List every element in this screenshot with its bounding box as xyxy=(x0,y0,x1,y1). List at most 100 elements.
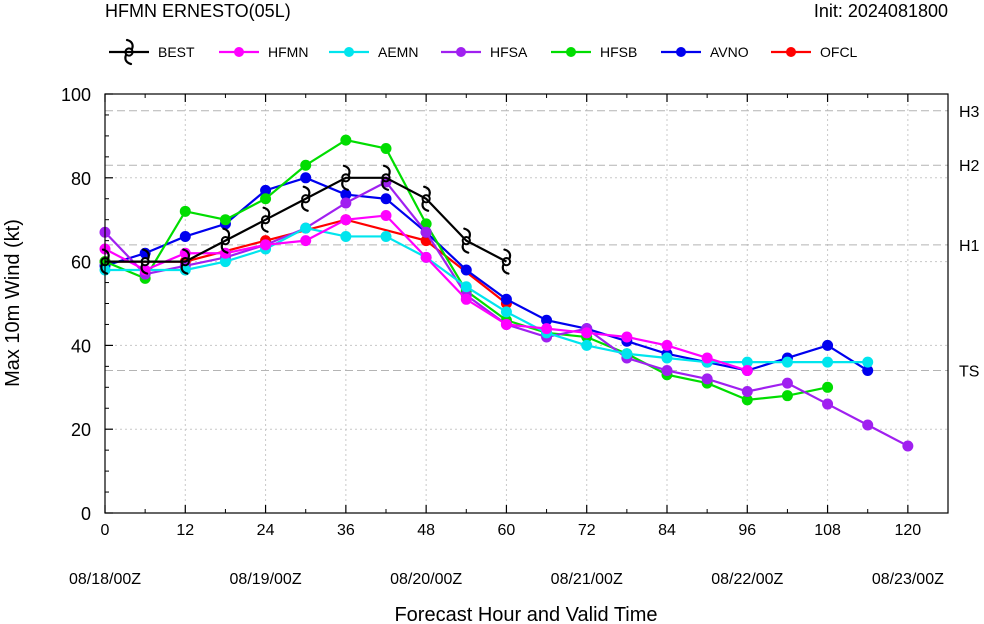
data-point-hfsa xyxy=(862,419,874,431)
best-track-marker xyxy=(260,206,271,233)
legend-label: HFSB xyxy=(600,44,637,60)
data-point-aemn xyxy=(621,348,633,360)
legend-marker xyxy=(566,47,576,57)
legend-marker xyxy=(786,47,796,57)
legend-item-hfsa: HFSA xyxy=(441,44,528,60)
data-point-hfmn xyxy=(420,251,432,263)
data-point-avno xyxy=(460,264,472,276)
data-point-hfmn xyxy=(380,210,392,222)
best-track-marker xyxy=(501,248,512,275)
x-tick-label: 12 xyxy=(176,522,194,539)
grid xyxy=(105,94,948,513)
data-point-aemn xyxy=(380,230,392,242)
y-tick-label: 60 xyxy=(71,253,91,273)
threshold-label-h1: H1 xyxy=(959,238,980,255)
title-left: HFMN ERNESTO(05L) xyxy=(105,1,291,21)
data-point-hfmn xyxy=(741,365,753,377)
x-tick-label: 24 xyxy=(257,522,275,539)
date-tick-label: 08/21/00Z xyxy=(551,571,623,588)
data-point-hfsa xyxy=(902,440,914,452)
y-tick-label: 40 xyxy=(71,336,91,356)
legend-item-hfmn: HFMN xyxy=(219,44,308,60)
data-point-aemn xyxy=(781,356,793,368)
legend-item-best: BEST xyxy=(109,38,195,66)
data-point-hfsa xyxy=(741,385,753,397)
legend-label: HFMN xyxy=(268,44,308,60)
legend-label: AEMN xyxy=(378,44,418,60)
data-point-hfsa xyxy=(340,197,352,209)
data-point-aemn xyxy=(822,356,834,368)
x-tick-label: 72 xyxy=(578,522,596,539)
y-tick-label: 100 xyxy=(61,85,91,105)
plot-frame xyxy=(104,93,949,514)
legend-marker xyxy=(676,47,686,57)
best-track-marker xyxy=(341,164,351,191)
data-point-hfmn xyxy=(300,235,312,247)
y-tick-label: 20 xyxy=(71,420,91,440)
legend-item-avno: AVNO xyxy=(661,44,749,60)
series-layer xyxy=(99,134,914,452)
series-line-avno xyxy=(104,176,869,372)
best-track-marker xyxy=(180,248,191,275)
data-point-hfsb xyxy=(380,142,392,154)
legend-label: OFCL xyxy=(820,44,858,60)
legend-label: AVNO xyxy=(710,44,749,60)
legend-item-ofcl: OFCL xyxy=(771,44,858,60)
legend-label: BEST xyxy=(158,44,195,60)
threshold-label-h3: H3 xyxy=(959,104,980,121)
legend-marker xyxy=(456,47,466,57)
threshold-label-ts: TS xyxy=(959,364,979,381)
x-tick-label: 108 xyxy=(814,522,841,539)
data-point-hfsa xyxy=(781,377,793,389)
axes: 0 12 24 36 48 60 72 84 96 108 120 08/18/00Z 08/19/00… xyxy=(61,85,944,588)
data-point-hfmn xyxy=(661,339,673,351)
series-line-best xyxy=(105,176,507,263)
data-point-avno xyxy=(500,293,512,305)
data-point-hfmn xyxy=(581,327,593,339)
data-point-hfmn xyxy=(541,323,553,335)
data-point-avno xyxy=(300,172,312,184)
data-point-hfmn xyxy=(460,293,472,305)
y-tick-label: 80 xyxy=(71,169,91,189)
legend-item-hfsb: HFSB xyxy=(551,44,637,60)
legend: BEST HFMN AEMN HFSA HFSB AVNO OFCL xyxy=(109,38,858,66)
data-point-hfsb xyxy=(781,390,793,402)
data-point-hfmn xyxy=(621,331,633,343)
best-track-marker xyxy=(300,185,311,212)
series-best xyxy=(100,164,512,275)
data-point-avno xyxy=(822,339,834,351)
best-track-marker xyxy=(140,248,150,275)
best-track-marker xyxy=(220,227,231,254)
best-track-marker xyxy=(124,38,134,66)
series-line-aemn xyxy=(105,226,868,364)
date-tick-label: 08/23/00Z xyxy=(872,571,944,588)
legend-marker xyxy=(344,47,354,57)
x-tick-label: 48 xyxy=(417,522,435,539)
y-tick-label: 0 xyxy=(81,504,91,524)
data-point-hfmn xyxy=(500,318,512,330)
best-track-marker xyxy=(381,164,391,191)
date-tick-label: 08/22/00Z xyxy=(711,571,783,588)
data-point-hfsb xyxy=(260,193,272,205)
data-point-hfsa xyxy=(822,398,834,410)
y-axis-label: Max 10m Wind (kt) xyxy=(2,219,24,387)
data-point-aemn xyxy=(661,352,673,364)
data-point-hfmn xyxy=(340,214,352,226)
data-point-hfsb xyxy=(340,134,352,146)
data-point-hfsb xyxy=(179,205,191,217)
date-tick-label: 08/19/00Z xyxy=(230,571,302,588)
data-point-aemn xyxy=(500,306,512,318)
x-tick-label: 96 xyxy=(738,522,756,539)
data-point-avno xyxy=(179,230,191,242)
x-tick-label: 60 xyxy=(498,522,516,539)
data-point-hfsb xyxy=(822,381,834,393)
data-point-aemn xyxy=(300,222,312,234)
data-point-avno xyxy=(380,193,392,205)
data-point-hfsa xyxy=(420,226,432,238)
data-point-aemn xyxy=(581,339,593,351)
threshold-label-h2: H2 xyxy=(959,158,980,175)
data-point-hfmn xyxy=(701,352,713,364)
data-point-hfmn xyxy=(260,239,272,251)
x-tick-label: 84 xyxy=(658,522,676,539)
